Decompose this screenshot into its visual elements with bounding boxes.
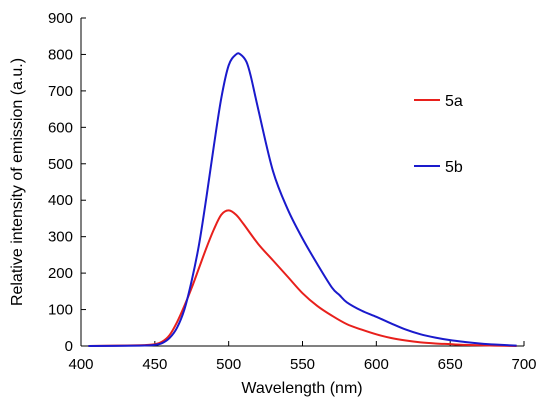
series-line-5a xyxy=(88,209,517,347)
x-tick-label: 650 xyxy=(438,356,463,373)
x-axis-title: Wavelength (nm) xyxy=(241,380,362,397)
x-tick-label: 550 xyxy=(290,356,315,373)
y-tick-label: 0 xyxy=(65,338,73,355)
y-tick-label: 300 xyxy=(48,229,73,246)
legend: 5a 5b xyxy=(414,93,463,176)
y-axis: 0 100 200 300 400 500 600 700 800 900 xyxy=(48,10,86,355)
y-tick-label: 200 xyxy=(48,265,73,282)
x-tick-label: 700 xyxy=(511,356,536,373)
legend-label-5b: 5b xyxy=(445,159,463,176)
series-layer xyxy=(88,52,517,347)
series-line-5b xyxy=(88,52,517,347)
x-tick-label: 500 xyxy=(216,356,241,373)
y-tick-label: 400 xyxy=(48,192,73,209)
y-tick-label: 100 xyxy=(48,302,73,319)
y-tick-label: 800 xyxy=(48,46,73,63)
y-tick-label: 700 xyxy=(48,83,73,100)
x-tick-label: 600 xyxy=(364,356,389,373)
y-axis-title: Relative intensity of emission (a.u.) xyxy=(9,58,26,306)
x-axis: 400 450 500 550 600 650 700 xyxy=(68,341,537,373)
legend-label-5a: 5a xyxy=(445,93,463,110)
y-tick-label: 500 xyxy=(48,156,73,173)
x-tick-label: 450 xyxy=(142,356,167,373)
y-tick-label: 900 xyxy=(48,10,73,27)
y-tick-label: 600 xyxy=(48,119,73,136)
x-tick-label: 400 xyxy=(68,356,93,373)
